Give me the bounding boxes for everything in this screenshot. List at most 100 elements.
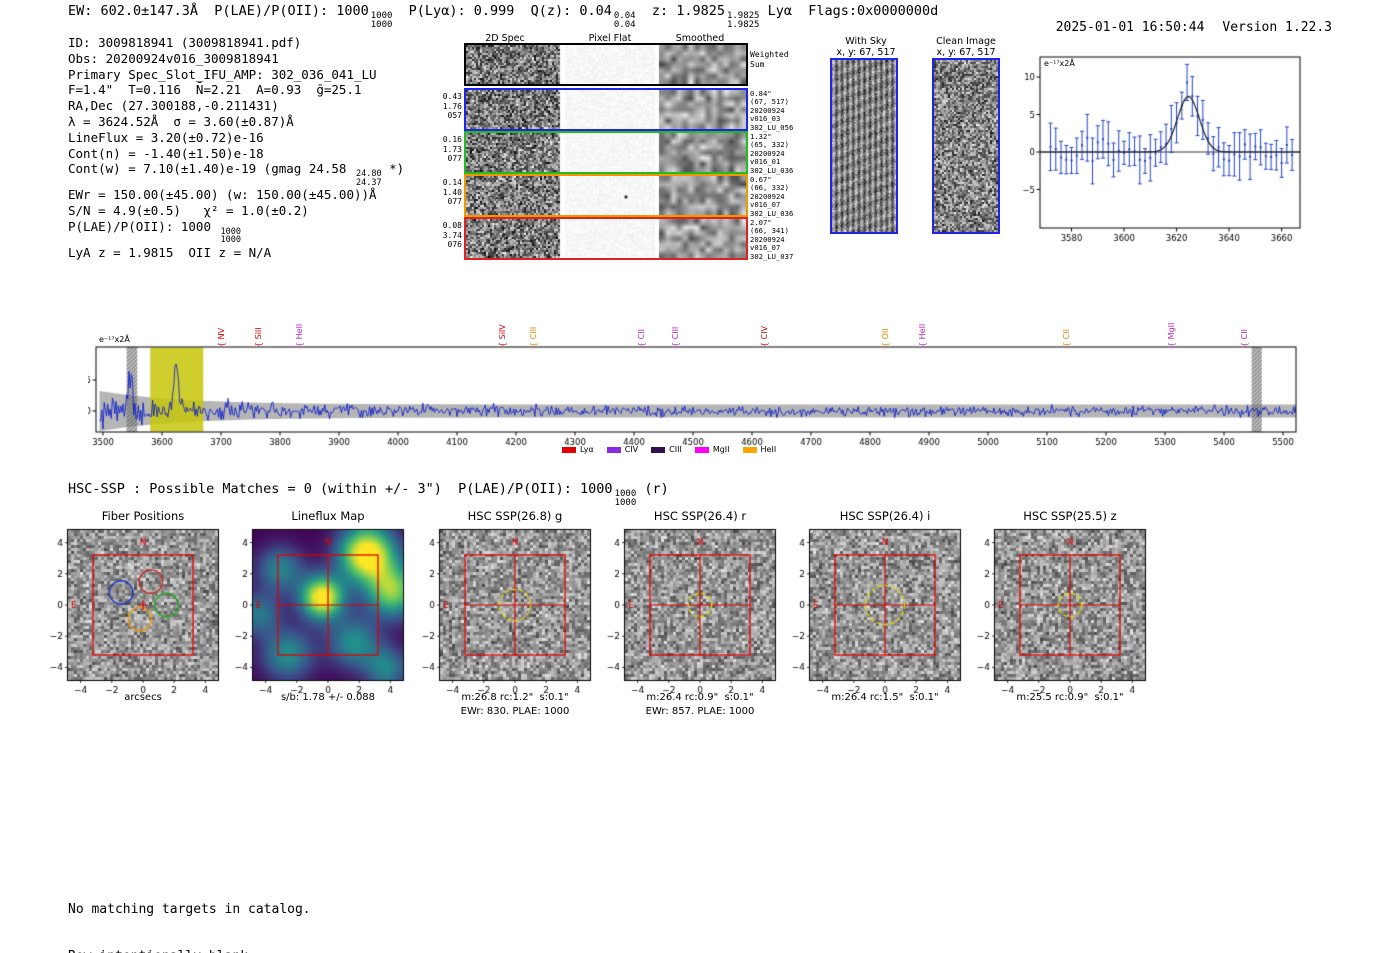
text-run: EWr = 150.00(±45.00) (w: 150.00(±45.00))… xyxy=(68,187,377,203)
footer-line-2: Row intentionally blank. xyxy=(68,949,311,953)
legend-label: HeII xyxy=(760,445,777,454)
fraction-upper: 1000 xyxy=(220,226,241,237)
legend-label: CIV xyxy=(624,445,639,454)
fraction-upper: 0.04 xyxy=(613,11,636,21)
spec2d-row-image-0 xyxy=(464,43,748,86)
legend-swatch xyxy=(562,446,576,453)
report-version: Version 1.22.3 xyxy=(1222,20,1332,35)
fiber-weight-value: 077 xyxy=(447,197,462,207)
spectrum-ylabel: e⁻¹⁷x2Å xyxy=(99,335,130,344)
fiber-meta-line: (66, 341) xyxy=(750,226,789,236)
fraction-lower: 1.9825 xyxy=(726,20,760,30)
text-run: HSC-SSP : Possible Matches = 0 (within +… xyxy=(68,481,613,497)
spectrum-legend: Lyα CIV CIII MgII HeII xyxy=(562,445,776,454)
panel-cutout-0 xyxy=(38,524,224,696)
panel-title: HSC SSP(26.8) g xyxy=(467,509,563,523)
fiber-meta-line: Weighted xyxy=(750,50,789,59)
withsky-title: With Sky xyxy=(845,36,887,47)
stacked-fraction: 24.80 24.37 xyxy=(356,170,382,187)
fiber-meta-line: 302_LU_036 xyxy=(750,165,794,175)
text-run: P(Lyα): 0.999 Q(z): 0.04 xyxy=(392,3,612,19)
fiber-meta-line: Sum xyxy=(750,59,765,69)
info-line: Cont(n) = -1.40(±1.50)e-18 xyxy=(68,146,404,162)
info-line: LyA z = 1.9815 OII z = N/A xyxy=(68,245,404,261)
fiber-meta-line: 20200924 xyxy=(750,148,785,158)
panel-cutout-1 xyxy=(223,524,409,696)
info-line: F=1.4" T=0.116 N̄=2.21 A=0.93 ḡ=25.1 xyxy=(68,82,404,98)
info-line: S/N = 4.9(±0.5) χ² = 1.0(±0.2) xyxy=(68,203,404,219)
fraction-lower: 1000 xyxy=(370,20,393,30)
emission-line-label-heii: { HeII xyxy=(917,323,927,347)
emission-line-label-oii: { OII xyxy=(881,328,891,347)
fiber-weight-value: 1.73 xyxy=(442,144,462,154)
info-line: P(LAE)/P(OII): 1000 1000 1000 xyxy=(68,219,404,245)
emission-line-label-cii: { CII xyxy=(1061,329,1071,347)
zoom-plot-ylabel: e⁻¹⁷x2Å xyxy=(1044,59,1075,68)
text-run: P(LAE)/P(OII): 1000 xyxy=(68,218,219,234)
col-header-smoothed: Smoothed xyxy=(675,33,725,44)
fraction-upper: 1.9825 xyxy=(726,11,760,21)
fiber-weight-value: 1.76 xyxy=(442,101,462,111)
report-timestamp: 2025-01-01 16:50:44 xyxy=(1055,20,1205,35)
spec2d-row-image-4 xyxy=(464,217,748,260)
fiber-meta-line: 302_LU_037 xyxy=(750,251,794,261)
fiber-meta-line: 0.84" xyxy=(750,89,772,98)
col-header-2dspec: 2D Spec xyxy=(485,33,525,44)
fiber-meta-line: (67, 517) xyxy=(750,97,789,107)
spec2d-row-image-1 xyxy=(464,88,748,131)
spec2d-row-left-values: 0.14 1.40 077 xyxy=(434,178,462,207)
info-line: ID: 3009818941 (3009818941.pdf) xyxy=(68,35,404,51)
fiber-meta-line: 20200924 xyxy=(750,105,785,115)
fiber-weight-value: 0.14 xyxy=(442,178,462,187)
text-run: λ = 3624.52Å σ = 3.60(±0.87)Å xyxy=(68,113,294,129)
text-run: LineFlux = 3.20(±0.72)e-16 xyxy=(68,129,264,145)
fiber-meta-line: 20200924 xyxy=(750,234,785,244)
text-run: Primary Spec_Slot_IFU_AMP: 302_036_041_L… xyxy=(68,66,377,82)
fiber-meta-line: v016_07 xyxy=(750,243,781,253)
spec2d-row-left-values: 0.16 1.73 077 xyxy=(434,135,462,164)
text-run: Cont(w) = 7.10(±1.40)e-19 (gmag 24.58 xyxy=(68,161,354,177)
fiber-meta-line: (66, 332) xyxy=(750,183,789,193)
panel-title: HSC SSP(26.4) i xyxy=(839,509,931,523)
emission-line-label-cii: { CII xyxy=(1240,329,1250,347)
text-run: *) xyxy=(381,161,405,177)
legend-swatch xyxy=(651,446,666,453)
fraction-lower: 24.37 xyxy=(355,177,382,188)
panel-caption: EWr: 857. PLAE: 1000 xyxy=(645,706,755,717)
emission-line-label-civ: { CIV xyxy=(759,325,769,347)
fiber-weight-value: 057 xyxy=(447,111,462,121)
spec2d-row-image-3 xyxy=(464,174,748,217)
fraction-upper: 1000 xyxy=(370,11,393,21)
text-run: ID: 3009818941 (3009818941.pdf) xyxy=(68,35,302,50)
fiber-meta-line: 0.67" xyxy=(750,175,772,184)
legend-swatch xyxy=(606,446,621,453)
emission-line-label-nv: { NV xyxy=(217,327,226,347)
panel-caption: m:26.4 rc:1.5" s:0.1" xyxy=(831,692,939,703)
fraction-upper: 24.80 xyxy=(355,169,382,180)
withsky-cutout-image xyxy=(830,58,898,234)
header-meta: 2025-01-01 16:50:44 Version 1.22.3 xyxy=(1024,4,1332,52)
fiber-weight-value: 3.74 xyxy=(442,230,462,240)
stacked-fraction: 0.04 0.04 xyxy=(614,12,636,30)
fraction-lower: 1000 xyxy=(614,498,637,508)
fiber-meta-line: v016_01 xyxy=(750,157,781,167)
fiber-meta-line: 2.07" xyxy=(750,218,772,227)
info-line: Cont(w) = 7.10(±1.40)e-19 (gmag 24.58 24… xyxy=(68,161,404,187)
panel-cutout-3 xyxy=(595,524,781,696)
legend-label: MgII xyxy=(712,445,730,454)
fiber-meta-line: 20200924 xyxy=(750,191,785,201)
clean-title: Clean Image xyxy=(936,36,996,47)
fiber-meta-line: v016_03 xyxy=(750,114,781,124)
withsky-coords: x, y: 67, 517 xyxy=(836,47,896,58)
legend-item-civ: CIV xyxy=(606,445,639,454)
panel-title: Lineflux Map xyxy=(291,509,365,523)
emission-line-label-ciii: { CIII xyxy=(670,326,680,347)
text-run: RA,Dec (27.300188,-0.211431) xyxy=(68,98,279,114)
fiber-weight-value: 0.43 xyxy=(442,92,462,101)
stacked-fraction: 1000 1000 xyxy=(615,490,637,508)
text-run: (r) xyxy=(636,481,669,497)
full-spectrum-plot xyxy=(88,338,1303,453)
emission-line-label-siiv: { SiIV xyxy=(497,324,507,347)
detection-info-block: ID: 3009818941 (3009818941.pdf) Obs: 2020… xyxy=(68,35,404,261)
spec2d-row-left-values: 0.08 3.74 076 xyxy=(434,221,462,250)
